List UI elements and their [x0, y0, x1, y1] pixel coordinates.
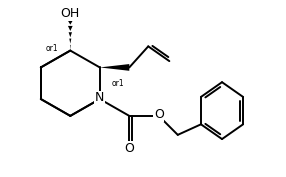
Text: or1: or1 [46, 44, 59, 53]
Polygon shape [67, 20, 73, 25]
Polygon shape [70, 45, 71, 50]
Polygon shape [69, 32, 72, 37]
Polygon shape [68, 26, 73, 31]
Polygon shape [100, 64, 129, 71]
Text: or1: or1 [111, 79, 124, 88]
Text: N: N [95, 92, 104, 104]
Text: OH: OH [61, 7, 80, 20]
Text: O: O [154, 108, 164, 121]
Text: O: O [124, 142, 134, 155]
Polygon shape [69, 39, 71, 44]
